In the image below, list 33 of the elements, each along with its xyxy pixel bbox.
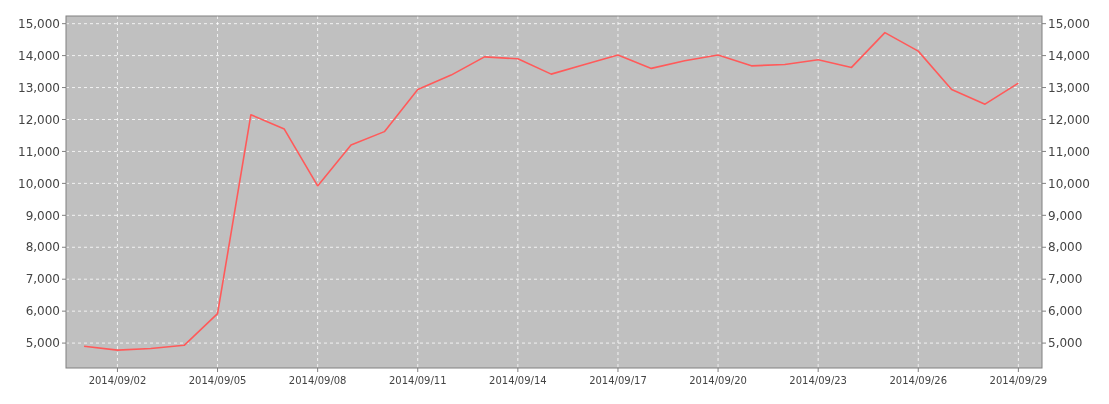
y-tick-label: 14,000 [18, 48, 60, 63]
y-tick-label: 15,000 [18, 16, 60, 31]
y-tick-label: 9,000 [25, 208, 60, 223]
y2-tick-label: 8,000 [1048, 240, 1083, 255]
y2-tick-label: 12,000 [1048, 112, 1090, 127]
y-tick-label: 10,000 [18, 176, 60, 191]
x-tick-label: 2014/09/11 [388, 375, 447, 386]
y-tick-label: 13,000 [18, 80, 60, 95]
x-tick-label: 2014/09/05 [188, 375, 247, 386]
y2-tick-label: 15,000 [1048, 16, 1090, 31]
y-tick-label: 8,000 [25, 240, 60, 255]
y2-tick-label: 14,000 [1048, 48, 1090, 63]
x-tick-label: 2014/09/20 [689, 375, 747, 386]
y2-tick-label: 10,000 [1048, 176, 1090, 191]
y-tick-label: 7,000 [25, 272, 60, 287]
x-tick-label: 2014/09/14 [489, 375, 547, 386]
x-tick-label: 2014/09/26 [889, 375, 948, 386]
y2-tick-label: 11,000 [1048, 144, 1090, 159]
x-tick-label: 2014/09/23 [789, 375, 847, 386]
y-tick-label: 12,000 [18, 112, 60, 127]
y-tick-label: 6,000 [25, 304, 60, 319]
y-tick-label: 11,000 [18, 144, 60, 159]
x-tick-label: 2014/09/17 [589, 375, 647, 386]
y2-tick-label: 13,000 [1048, 80, 1090, 95]
y2-tick-label: 5,000 [1048, 336, 1083, 351]
x-tick-label: 2014/09/02 [88, 375, 147, 386]
x-tick-label: 2014/09/29 [989, 375, 1048, 386]
line-series [83, 31, 1020, 351]
y2-tick-label: 9,000 [1048, 208, 1083, 223]
y2-tick-label: 6,000 [1048, 304, 1083, 319]
x-tick-label: 2014/09/08 [288, 375, 347, 386]
y-tick-label: 5,000 [25, 336, 60, 351]
y2-tick-label: 7,000 [1048, 272, 1083, 287]
